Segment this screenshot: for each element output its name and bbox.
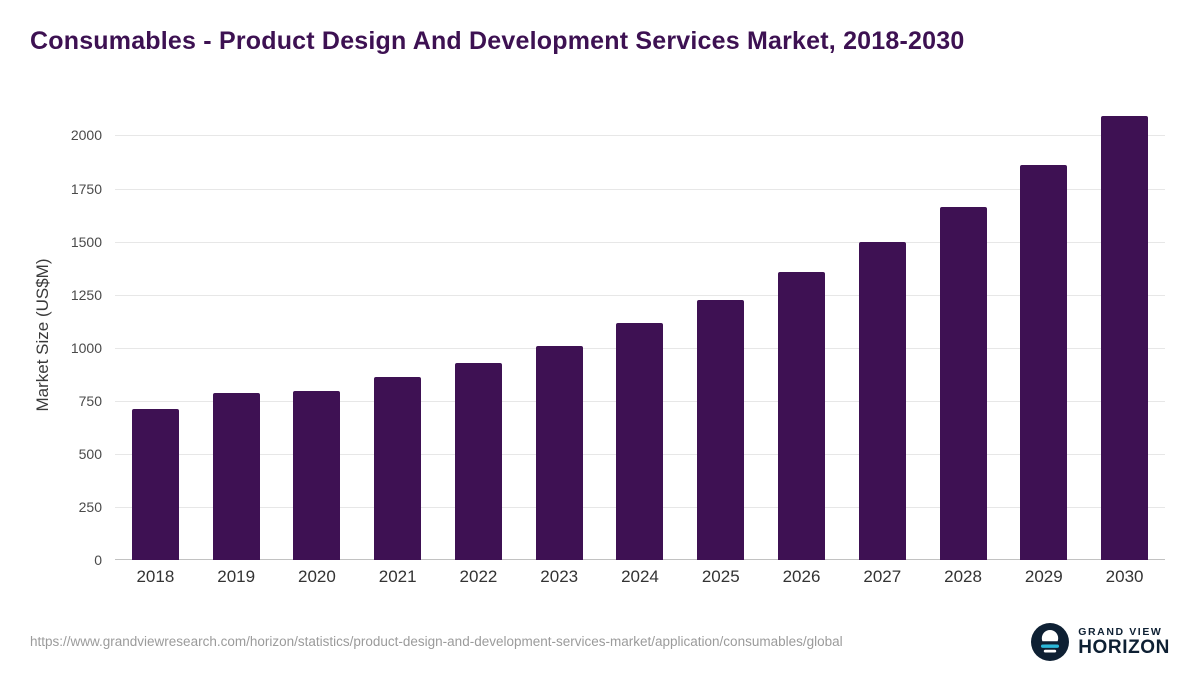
chart-title: Consumables - Product Design And Develop… xyxy=(30,27,965,55)
bars-container xyxy=(115,110,1165,560)
x-tick-label-2019: 2019 xyxy=(217,567,256,586)
bar-slot-2028 xyxy=(923,110,1004,560)
x-tick-label-2023: 2023 xyxy=(540,567,579,586)
bar-2021 xyxy=(374,377,422,560)
bar-2027 xyxy=(858,241,906,560)
bar-chart: Market Size (US$M) 0 250 500 750 1000 1250 150… xyxy=(30,95,1165,605)
source-url: https://www.grandviewresearch.com/horizo… xyxy=(30,634,843,650)
bar-slot-2030 xyxy=(1084,110,1165,560)
gridline-1250 xyxy=(115,294,1165,296)
x-tick-label-2020: 2020 xyxy=(298,567,336,586)
bar-2029 xyxy=(1020,165,1068,560)
x-axis-labels: 2018 2019 2020 2021 2022 2023 2024 2025 2026 2027… xyxy=(115,567,1165,587)
y-axis-label: Market Size (US$M) xyxy=(33,258,52,412)
y-tick-label-2000: 2000 xyxy=(70,127,102,144)
bar-2020 xyxy=(293,391,341,560)
y-tick-label-1500: 1500 xyxy=(70,233,102,250)
bar-slot-2018 xyxy=(115,110,196,560)
bar-2022 xyxy=(454,362,502,560)
y-tick-label-1250: 1250 xyxy=(70,286,102,303)
bar-2023 xyxy=(535,345,583,560)
bar-2028 xyxy=(939,206,987,560)
x-tick-label-2025: 2025 xyxy=(701,567,740,586)
bar-2018 xyxy=(131,409,179,560)
bar-slot-2027 xyxy=(842,110,923,560)
bar-slot-2023 xyxy=(519,110,600,560)
y-tick-label-1000: 1000 xyxy=(70,339,102,356)
bar-slot-2025 xyxy=(680,110,761,560)
bar-slot-2020 xyxy=(277,110,358,560)
logo-line1: GRAND VIEW xyxy=(1078,625,1163,638)
footer: https://www.grandviewresearch.com/horizo… xyxy=(30,623,1170,661)
bar-2030 xyxy=(1101,116,1149,560)
bar-slot-2019 xyxy=(196,110,277,560)
y-axis-ticks: 0 250 500 750 1000 1250 1500 1750 2000 xyxy=(60,110,110,568)
x-tick-label-2028: 2028 xyxy=(944,567,982,586)
x-tick-label-2027: 2027 xyxy=(863,567,902,586)
x-tick-label-2022: 2022 xyxy=(459,567,498,586)
x-tick-label-2021: 2021 xyxy=(378,567,417,586)
x-tick-label-2024: 2024 xyxy=(621,567,659,586)
logo-line2: HORIZON xyxy=(1078,636,1170,658)
brand-logo: GRAND VIEW HORIZON xyxy=(1031,623,1170,661)
bar-2024 xyxy=(616,323,664,560)
bar-slot-2026 xyxy=(761,110,842,560)
y-tick-label-0: 0 xyxy=(94,552,102,568)
logo-text: GRAND VIEW HORIZON xyxy=(1078,625,1170,658)
gridline-2000 xyxy=(115,135,1165,137)
y-tick-label-500: 500 xyxy=(78,445,102,462)
bar-slot-2029 xyxy=(1003,110,1084,560)
gridline-1500 xyxy=(115,241,1165,243)
bar-2019 xyxy=(212,393,260,560)
bar-2026 xyxy=(778,272,825,560)
y-tick-label-1750: 1750 xyxy=(70,180,102,197)
bar-slot-2022 xyxy=(438,110,519,560)
x-tick-label-2018: 2018 xyxy=(136,567,175,586)
y-tick-label-750: 750 xyxy=(78,392,102,409)
x-tick-label-2026: 2026 xyxy=(782,567,821,586)
plot-area xyxy=(115,110,1165,560)
x-tick-label-2029: 2029 xyxy=(1024,567,1063,586)
bar-slot-2021 xyxy=(357,110,438,560)
y-tick-label-250: 250 xyxy=(78,498,102,515)
gridline-1750 xyxy=(115,188,1165,190)
bar-slot-2024 xyxy=(600,110,681,560)
x-tick-label-2030: 2030 xyxy=(1105,567,1144,586)
bar-2025 xyxy=(697,299,745,560)
horizon-logo-icon xyxy=(1031,623,1070,661)
y-axis-label-wrap: Market Size (US$M) xyxy=(30,110,56,560)
